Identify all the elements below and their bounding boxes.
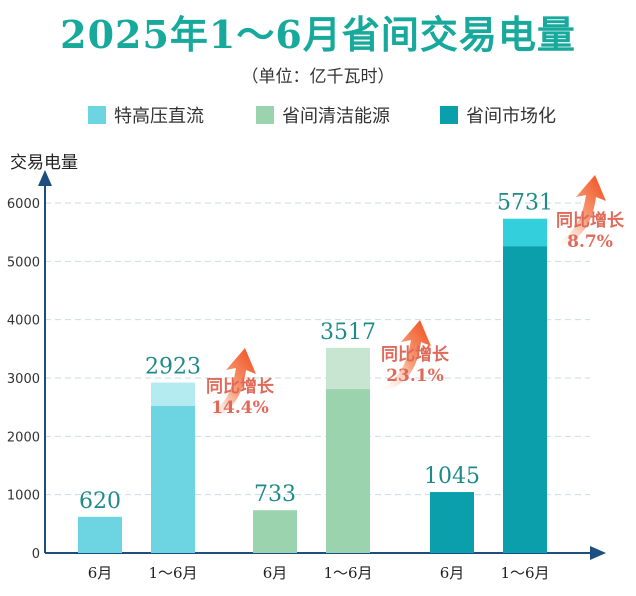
chart-title: 2025年1～6月省间交易电量 bbox=[60, 12, 576, 57]
data-label: 620 bbox=[79, 489, 121, 514]
y-tick-label: 5000 bbox=[7, 255, 40, 270]
bar bbox=[326, 389, 370, 553]
legend-item-market: 省间市场化 bbox=[440, 102, 556, 128]
data-label: 1045 bbox=[424, 464, 480, 489]
x-tick-label: 1～6月 bbox=[148, 564, 197, 582]
x-tick-label: 6月 bbox=[440, 564, 465, 582]
growth-arrow-icon bbox=[202, 348, 256, 420]
data-label: 2923 bbox=[145, 354, 201, 379]
x-tick-label: 1～6月 bbox=[323, 564, 372, 582]
y-tick-label: 2000 bbox=[7, 430, 40, 445]
y-tick-label: 3000 bbox=[7, 372, 40, 387]
growth-arrow-icon bbox=[377, 320, 431, 392]
data-label: 3517 bbox=[320, 320, 376, 345]
x-tick-label: 6月 bbox=[88, 564, 113, 582]
legend-label: 特高压直流 bbox=[114, 106, 204, 127]
x-tick-label: 6月 bbox=[263, 564, 288, 582]
y-axis-arrow bbox=[38, 170, 52, 186]
legend-item-uhv-dc: 特高压直流 bbox=[88, 102, 204, 128]
legend-swatch bbox=[88, 106, 106, 124]
legend-swatch bbox=[256, 106, 274, 124]
growth-value: 8.7% bbox=[567, 232, 613, 252]
bar bbox=[430, 492, 474, 553]
bar bbox=[78, 516, 122, 553]
y-tick-label: 6000 bbox=[7, 197, 40, 212]
bar-top-segment bbox=[503, 218, 547, 247]
bar-top-segment bbox=[151, 382, 195, 406]
growth-label: 同比增长 bbox=[556, 210, 625, 231]
unit-label: （单位：亿千瓦时） bbox=[241, 67, 395, 87]
growth-value: 14.4% bbox=[211, 398, 269, 418]
growth-arrow-icon bbox=[552, 175, 606, 247]
legend-item-clean-energy: 省间清洁能源 bbox=[256, 102, 390, 128]
data-label: 733 bbox=[254, 482, 296, 507]
y-axis-label: 交易电量 bbox=[10, 153, 78, 173]
growth-label: 同比增长 bbox=[206, 376, 275, 397]
y-tick-label: 1000 bbox=[7, 489, 40, 504]
growth-label: 同比增长 bbox=[381, 344, 450, 365]
bar bbox=[503, 246, 547, 553]
bar bbox=[253, 510, 297, 553]
legend-label: 省间市场化 bbox=[466, 106, 556, 127]
data-label: 5731 bbox=[497, 191, 553, 216]
x-tick-label: 1～6月 bbox=[500, 564, 549, 582]
x-axis-arrow bbox=[590, 546, 606, 560]
growth-value: 23.1% bbox=[386, 366, 444, 386]
bar bbox=[151, 406, 195, 553]
y-tick-label: 0 bbox=[32, 547, 40, 562]
bar-top-segment bbox=[326, 347, 370, 390]
legend-label: 省间清洁能源 bbox=[282, 106, 390, 127]
y-tick-label: 4000 bbox=[7, 314, 40, 329]
legend-swatch bbox=[440, 106, 458, 124]
